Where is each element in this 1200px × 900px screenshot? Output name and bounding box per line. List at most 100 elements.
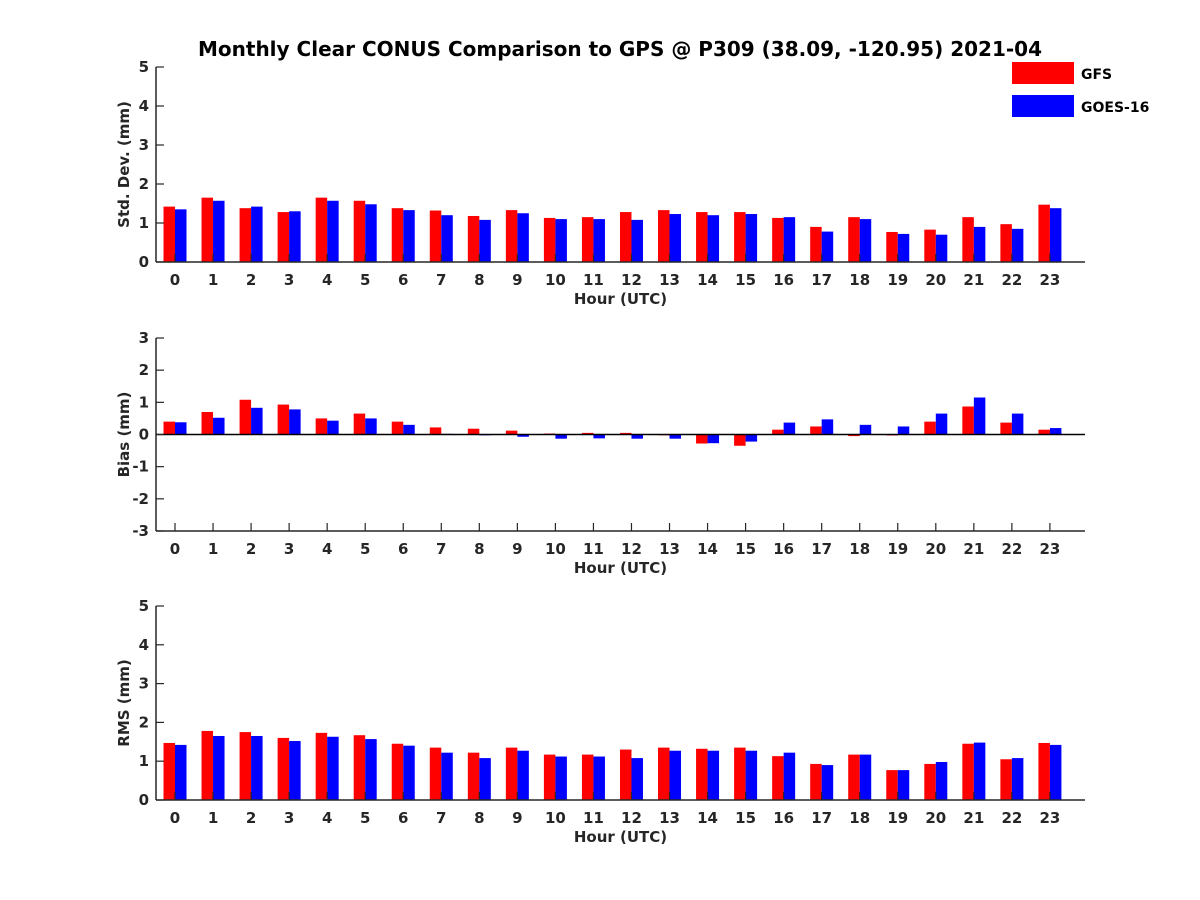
bar-goes16-hour-5	[365, 418, 377, 435]
bar-goes16-hour-15	[745, 434, 758, 442]
bar-goes16-hour-4	[327, 736, 339, 800]
bar-gfs-hour-21	[962, 406, 974, 435]
x-tick-label: 2	[246, 809, 256, 827]
bar-gfs-hour-6	[391, 421, 404, 435]
x-tick-label: 23	[1039, 271, 1060, 289]
bar-goes16-hour-19	[897, 233, 910, 262]
legend-label-goes16: GOES-16	[1081, 100, 1149, 116]
x-tick-label: 8	[474, 540, 484, 558]
x-tick-label: 15	[735, 271, 756, 289]
x-tick-label: 7	[436, 540, 446, 558]
y-tick-label: 3	[139, 675, 149, 693]
bar-gfs-hour-5	[353, 200, 366, 262]
bar-goes16-hour-22	[1011, 758, 1024, 800]
bar-gfs-hour-0	[163, 421, 175, 435]
bar-goes16-hour-9	[517, 434, 529, 437]
x-tick-label: 18	[849, 809, 870, 827]
bar-gfs-hour-6	[391, 743, 404, 800]
bar-gfs-hour-3	[277, 737, 290, 800]
bar-goes16-hour-20	[935, 413, 948, 435]
bar-goes16-hour-19	[897, 426, 910, 435]
bar-goes16-hour-21	[973, 397, 986, 435]
bar-goes16-hour-9	[517, 750, 529, 800]
bar-goes16-hour-17	[821, 231, 834, 262]
bar-goes16-hour-21	[973, 226, 986, 262]
bar-goes16-hour-2	[251, 735, 263, 800]
x-tick-label: 22	[1001, 540, 1022, 558]
x-tick-label: 17	[811, 271, 832, 289]
x-tick-label: 13	[659, 809, 680, 827]
bar-goes16-hour-7	[441, 215, 453, 262]
legend-swatch-goes16	[1012, 95, 1074, 117]
bar-gfs-hour-11	[581, 432, 594, 435]
legend-label-gfs: GFS	[1081, 67, 1112, 83]
x-tick-label: 14	[697, 540, 718, 558]
bar-goes16-hour-3	[289, 211, 301, 262]
x-tick-label: 0	[170, 540, 180, 558]
bar-gfs-hour-1	[201, 411, 214, 435]
bar-goes16-hour-1	[213, 417, 225, 435]
bar-goes16-hour-12	[631, 219, 643, 262]
bar-gfs-hour-18	[848, 217, 860, 262]
x-tick-label: 21	[963, 809, 984, 827]
x-tick-label: 10	[545, 271, 566, 289]
bar-goes16-hour-15	[745, 214, 758, 262]
x-tick-label: 9	[512, 540, 522, 558]
x-tick-label: 2	[246, 271, 256, 289]
bar-gfs-hour-7	[429, 210, 442, 262]
bar-gfs-hour-16	[772, 429, 784, 435]
bar-goes16-hour-20	[935, 761, 948, 800]
bar-gfs-hour-3	[277, 404, 290, 435]
y-axis-label: Bias (mm)	[115, 392, 133, 478]
bar-gfs-hour-17	[810, 226, 822, 262]
x-tick-label: 9	[512, 809, 522, 827]
bar-gfs-hour-12	[619, 432, 632, 435]
x-tick-label: 15	[735, 809, 756, 827]
x-tick-label: 8	[474, 271, 484, 289]
bar-goes16-hour-21	[973, 742, 986, 800]
bar-gfs-hour-13	[658, 747, 670, 800]
bar-goes16-hour-8	[479, 758, 491, 800]
bar-gfs-hour-1	[201, 730, 214, 800]
x-tick-label: 3	[284, 809, 294, 827]
x-tick-label: 1	[208, 540, 218, 558]
x-tick-label: 6	[398, 540, 408, 558]
y-tick-label: 2	[139, 361, 149, 379]
y-tick-label: 2	[139, 713, 149, 731]
y-tick-label: 0	[139, 253, 149, 271]
y-tick-label: 2	[139, 175, 149, 193]
x-tick-label: 11	[583, 540, 604, 558]
bar-goes16-hour-16	[783, 217, 796, 262]
bar-gfs-hour-23	[1038, 204, 1050, 262]
bar-goes16-hour-19	[897, 770, 910, 800]
x-tick-label: 4	[322, 540, 332, 558]
x-tick-label: 16	[773, 271, 794, 289]
y-tick-label: 3	[139, 136, 149, 154]
bar-gfs-hour-0	[163, 206, 175, 262]
y-tick-label: 0	[139, 426, 149, 444]
y-axis-label: RMS (mm)	[115, 659, 133, 746]
x-tick-label: 5	[360, 540, 370, 558]
x-tick-label: 9	[512, 271, 522, 289]
x-tick-label: 11	[583, 271, 604, 289]
y-tick-label: 3	[139, 329, 149, 347]
x-tick-label: 20	[925, 809, 946, 827]
bar-gfs-hour-16	[772, 217, 784, 262]
x-tick-label: 22	[1001, 809, 1022, 827]
bar-goes16-hour-18	[859, 754, 872, 800]
bar-gfs-hour-14	[696, 748, 708, 800]
bar-gfs-hour-5	[353, 735, 366, 800]
x-tick-label: 11	[583, 809, 604, 827]
bar-goes16-hour-5	[365, 739, 377, 800]
bar-gfs-hour-20	[924, 763, 936, 800]
x-tick-label: 20	[925, 540, 946, 558]
bar-gfs-hour-4	[315, 197, 328, 262]
legend: GFS GOES-16	[1012, 62, 1149, 117]
bar-goes16-hour-0	[175, 209, 187, 262]
x-axis-label: Hour (UTC)	[574, 290, 667, 308]
bar-gfs-hour-6	[391, 208, 404, 262]
bar-gfs-hour-14	[696, 212, 708, 262]
bar-goes16-hour-17	[821, 419, 834, 435]
